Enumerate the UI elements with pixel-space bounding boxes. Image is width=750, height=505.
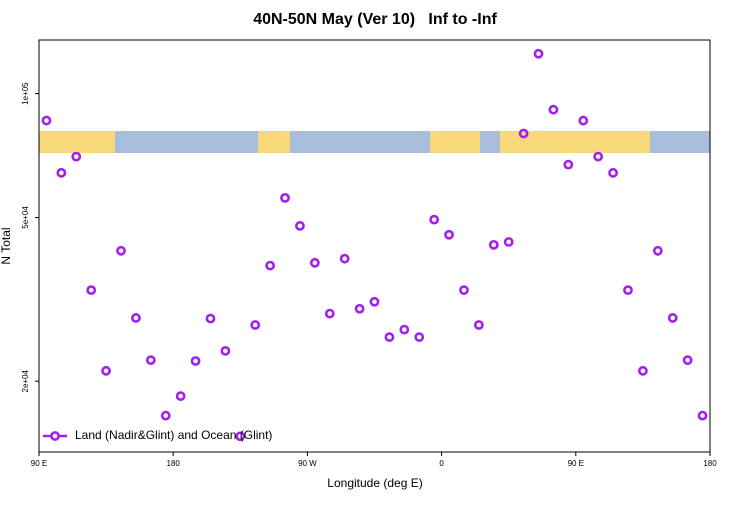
plot-frame [38,39,711,453]
x-tick-label: 180 [703,459,717,468]
x-tick-label: 90 E [31,459,47,468]
point [473,320,484,330]
point [131,313,141,323]
x-axis-label: Longitude (deg E) [327,476,422,490]
point [399,324,410,335]
point [41,115,52,126]
land [258,131,290,153]
point [71,151,82,162]
y-axis-label: N Total [0,227,13,264]
point [101,365,111,376]
land [430,131,480,153]
point [369,296,380,307]
point [190,356,201,366]
map-strip [39,131,710,153]
point [697,410,708,421]
x-tick-label: 90 E [568,459,584,468]
point [667,313,678,323]
point [220,346,231,356]
y-tick-label: 5e+04 [21,206,30,229]
x-tick-label: 180 [167,459,181,468]
point [608,167,618,178]
point [414,332,425,343]
x-tick-label: 0 [439,459,444,468]
land [500,131,650,153]
point [488,239,499,250]
point [459,285,469,296]
point [533,48,544,59]
point [145,355,156,366]
point [638,365,648,376]
point [280,192,290,203]
point [175,391,186,402]
point [309,257,320,268]
point [324,308,335,319]
point [682,355,693,366]
point [623,285,633,296]
point [116,245,126,256]
point [503,237,514,247]
y-tick-label: 2e+04 [21,369,30,392]
point [593,151,604,162]
point [250,320,261,330]
point [86,285,97,296]
point [429,214,440,225]
point [160,410,171,421]
point [518,128,529,139]
point [265,260,276,271]
chart-title: 40N-50N May (Ver 10) Inf to -Inf [253,11,497,28]
point [444,229,454,240]
point [339,253,350,264]
point [354,303,365,314]
point [56,167,67,178]
point [563,159,574,170]
x-tick-label: 90 W [298,459,317,468]
legend-label: Land (Nadir&Glint) and Ocean (Glint) [75,428,272,442]
point [548,104,559,115]
point [205,313,216,324]
land [39,131,115,153]
point [295,221,305,231]
y-tick-label: 1e+05 [21,82,30,105]
point [652,245,663,256]
point [384,332,395,343]
legend-marker [50,431,60,441]
point [235,431,246,442]
point [578,115,589,126]
